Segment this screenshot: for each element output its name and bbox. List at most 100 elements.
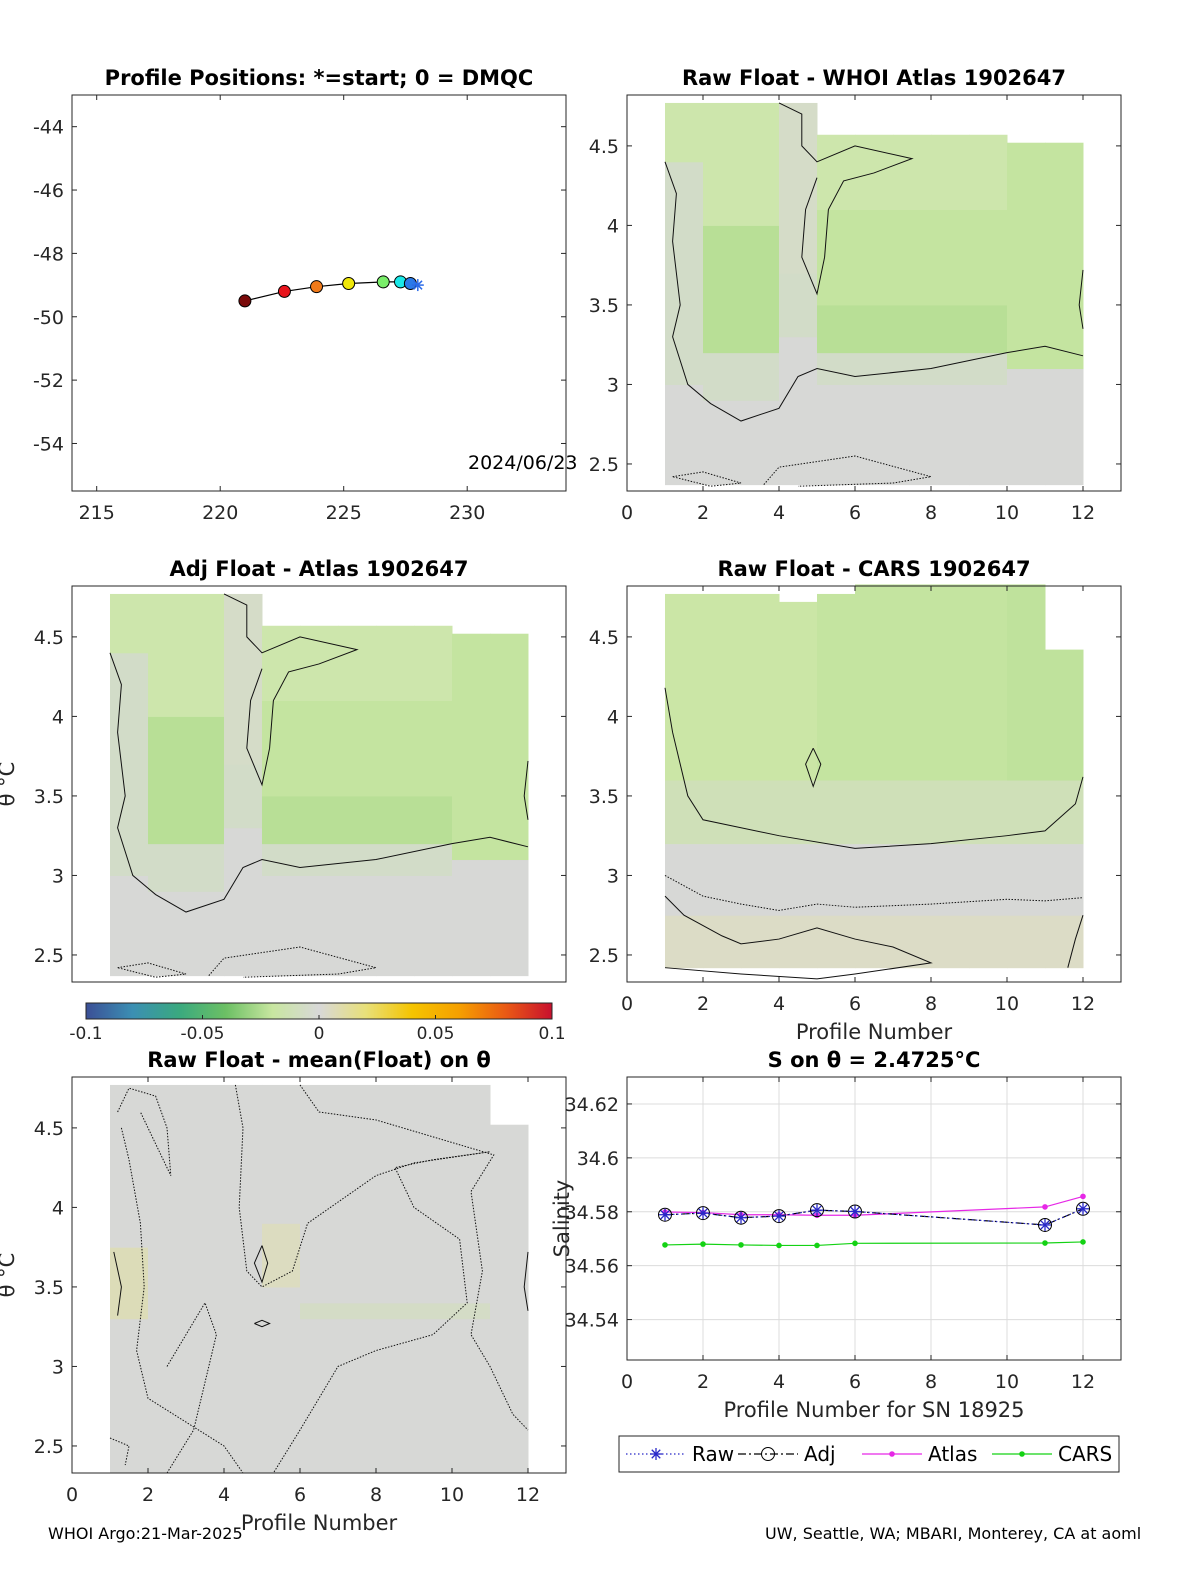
salinity-point-raw-stroke <box>660 1210 670 1220</box>
adj-atlas-contour <box>109 652 529 913</box>
positions-ytick-label: -50 <box>33 307 64 329</box>
raw-whoi-heatmap-cell <box>741 400 780 486</box>
adj-atlas-heatmap <box>110 593 529 977</box>
salinity-point-adj <box>1076 1201 1090 1216</box>
raw-whoi-contour <box>778 102 914 296</box>
raw-mean-ytick-label: 3.5 <box>34 1277 64 1299</box>
raw-mean-heatmap-cell <box>224 1084 263 1474</box>
positions-xtick-label: 225 <box>326 502 362 524</box>
adj-atlas-heatmap-cell <box>186 891 225 977</box>
adj-atlas-contour <box>117 962 187 978</box>
salinity-point-atlas <box>1042 1204 1048 1210</box>
raw-whoi-heatmap-cell <box>893 209 932 306</box>
adj-atlas-ytick-label: 2.5 <box>34 945 64 967</box>
positions-ytick-label: -54 <box>33 433 64 455</box>
raw-cars-xtick-label: 0 <box>621 993 633 1015</box>
raw-whoi-xtick-label: 4 <box>773 502 785 524</box>
raw-mean-ytick-label: 4.5 <box>34 1118 64 1140</box>
raw-cars-heatmap-cell <box>969 584 1008 781</box>
positions-ytick-label: -46 <box>33 180 64 202</box>
raw-whoi-heatmap-cell <box>817 352 856 385</box>
legend-label-adj: Adj <box>804 1442 836 1466</box>
adj-atlas-heatmap-cell <box>376 795 415 845</box>
raw-whoi-heatmap-cell <box>665 102 704 163</box>
raw-cars-heatmap-cell <box>893 584 932 781</box>
salinity-xtick-label: 6 <box>849 1371 861 1393</box>
raw-cars-heatmap-cell <box>817 593 856 781</box>
raw-mean-heatmap <box>110 1084 529 1474</box>
raw-mean-contour <box>299 1084 529 1431</box>
salinity-point-cars <box>776 1242 782 1249</box>
raw-whoi-heatmap-cell <box>855 352 894 385</box>
raw-cars-heatmap-cell <box>665 915 704 969</box>
raw-whoi-xtick-label: 8 <box>925 502 937 524</box>
adj-atlas-heatmap-cell <box>262 843 301 876</box>
adj-atlas-heatmap-cell <box>376 700 415 797</box>
raw-whoi-ytick-label: 4.5 <box>589 136 619 158</box>
salinity-point-cars <box>1042 1240 1048 1246</box>
salinity-point-raw <box>659 1208 671 1221</box>
salinity-axes-box <box>626 1076 1122 1361</box>
colorbar-tick-label: 0.05 <box>417 1024 455 1044</box>
raw-mean-contour <box>120 1127 244 1474</box>
raw-whoi-contour <box>1078 269 1084 329</box>
raw-cars-heatmap-cell <box>703 593 742 781</box>
raw-cars-ytick-label: 4 <box>607 706 619 728</box>
colorbar-tick-label: -0.05 <box>181 1024 225 1044</box>
profile-position-point <box>277 284 291 298</box>
adj-atlas-heatmap-cell <box>224 827 263 977</box>
raw-whoi-heatmap-cell <box>703 225 742 354</box>
raw-mean-heatmap-cell <box>300 1302 339 1320</box>
adj-atlas-heatmap-cell <box>414 843 453 876</box>
legend-label-cars: CARS <box>1058 1442 1112 1466</box>
raw-whoi-heatmap-cell <box>779 273 818 338</box>
raw-cars-heatmap-cell <box>931 584 970 781</box>
raw-whoi-heatmap-cell <box>855 384 894 486</box>
adj-atlas-ytick-label: 3.5 <box>34 786 64 808</box>
raw-cars-ytick-label: 4.5 <box>589 627 619 649</box>
adj-atlas-heatmap-cell <box>262 875 301 977</box>
raw-whoi-contour <box>672 471 742 487</box>
raw-cars-xtick-label: 4 <box>773 993 785 1015</box>
raw-mean-heatmap-cell <box>186 1084 225 1474</box>
footer-right: UW, Seattle, WA; MBARI, Monterey, CA at … <box>765 1524 1142 1543</box>
raw-whoi-heatmap-cell <box>969 304 1008 354</box>
adj-atlas-heatmap-cell <box>148 843 187 892</box>
adj-atlas-heatmap-cell <box>148 891 187 977</box>
salinity-point-adj <box>1038 1217 1052 1232</box>
salinity-point-cars <box>852 1240 858 1247</box>
raw-mean-contour <box>523 1251 529 1311</box>
raw-whoi-heatmap-cell <box>741 225 780 354</box>
raw-mean-heatmap-cell <box>148 1084 187 1474</box>
raw-cars-heatmap-cell <box>665 593 704 781</box>
raw-cars-heatmap-cell <box>741 780 780 845</box>
salinity-point-cars <box>1080 1239 1086 1245</box>
adj-atlas-heatmap-cell <box>110 593 149 654</box>
salinity-point-raw-stroke <box>698 1208 708 1218</box>
raw-cars-heatmap-cell <box>1045 915 1084 969</box>
adj-atlas-contour <box>223 593 359 787</box>
raw-cars-contour <box>805 748 822 788</box>
raw-cars-heatmap-cell <box>1045 843 1084 916</box>
salinity-point-raw <box>849 1205 861 1218</box>
raw-whoi-heatmap-cell <box>969 209 1008 306</box>
salinity-series-raw <box>664 1208 1084 1226</box>
adj-atlas-heatmap-cell <box>224 764 263 829</box>
raw-cars-heatmap-cell <box>741 843 780 916</box>
adj-atlas-heatmap-cell <box>300 700 339 797</box>
salinity-point-raw <box>1077 1202 1089 1215</box>
adj-atlas-heatmap-cell <box>148 716 187 845</box>
salinity-point-adj <box>810 1203 824 1218</box>
adj-atlas-heatmap-cell <box>300 875 339 977</box>
adj-atlas-heatmap-cell <box>490 633 529 861</box>
adj-atlas-ytick-label: 4.5 <box>34 627 64 649</box>
raw-cars-contour <box>664 895 933 980</box>
raw-whoi-heatmap-cell <box>779 336 818 486</box>
adj-atlas-heatmap-cell <box>338 625 377 702</box>
raw-mean-heatmap-cell <box>452 1318 491 1474</box>
profile-position-point <box>238 294 252 308</box>
positions-ytick-label: -48 <box>33 243 64 265</box>
start-marker-stroke <box>413 280 423 290</box>
adj-atlas-heatmap-cell <box>414 795 453 845</box>
raw-cars-heatmap-cell <box>893 780 932 845</box>
